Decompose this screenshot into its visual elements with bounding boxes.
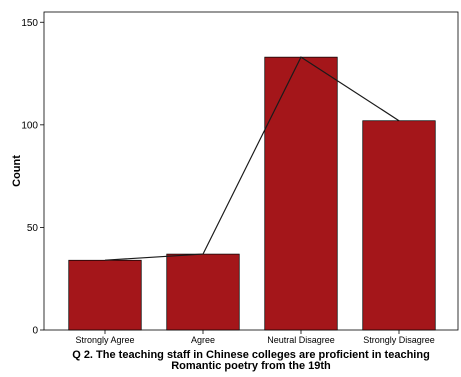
x-axis-title-line-1: Q 2. The teaching staff in Chinese colle… (72, 349, 430, 361)
y-axis: 0 50 100 150 (21, 18, 44, 337)
bar (68, 259, 142, 331)
y-tick-label: 50 (27, 223, 39, 234)
x-tick-label: Agree (191, 335, 215, 345)
bar (264, 56, 338, 331)
x-tick-label: Strongly Agree (75, 335, 134, 345)
x-tick-label: Neutral Disagree (267, 335, 335, 345)
x-tick-label: Strongly Disagree (363, 335, 435, 345)
y-tick-label: 0 (32, 326, 38, 337)
trend-line (104, 56, 400, 261)
bars (68, 56, 436, 331)
bar (166, 253, 240, 331)
y-axis-title: Count (11, 155, 23, 187)
y-tick-label: 100 (21, 120, 38, 131)
y-tick-label: 150 (21, 18, 38, 29)
bar (362, 120, 436, 331)
x-axis-title-line-2: Romantic poetry from the 19th (171, 360, 331, 372)
x-axis: Strongly Agree Agree Neutral Disagree Stron… (75, 330, 435, 345)
